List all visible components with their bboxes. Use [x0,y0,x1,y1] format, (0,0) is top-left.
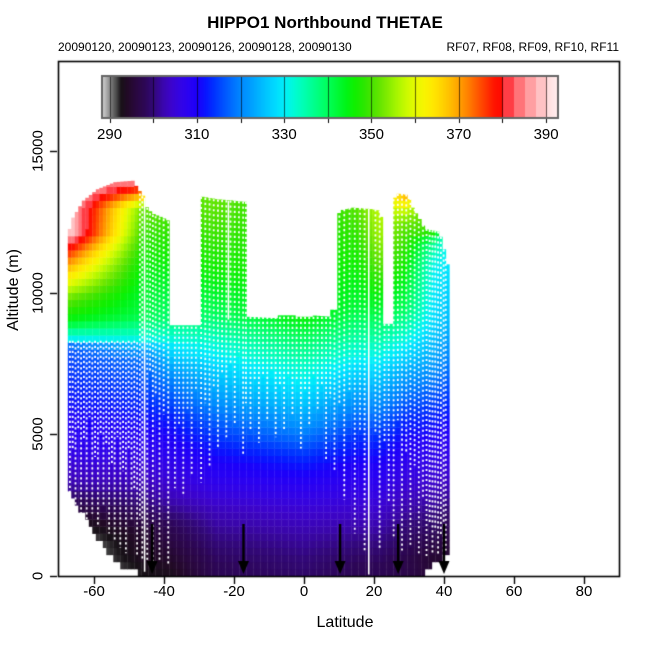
colorbar-tick-label: 370 [446,126,472,143]
y-tick-label: 5000 [29,417,47,452]
flight-dates-subtitle: 20090120, 20090123, 20090126, 20090128, … [58,40,352,54]
colorbar-tick-label: 290 [97,126,123,143]
x-tick-label: 20 [365,583,383,600]
x-tick-label: 80 [575,583,593,600]
colorbar-tick-label: 330 [271,126,297,143]
x-axis-title: Latitude [316,614,374,631]
x-tick-label: -40 [153,583,175,600]
x-tick-label: -60 [83,583,105,600]
flight-numbers-subtitle: RF07, RF08, RF09, RF10, RF11 [446,40,620,54]
y-tick-label: 10000 [29,271,47,314]
colorbar-tick-label: 390 [533,126,559,143]
x-tick-label: 0 [299,583,309,600]
y-tick-label: 0 [29,571,47,581]
x-tick-label: 60 [505,583,523,600]
colorbar-tick-label: 350 [358,126,384,143]
y-axis-title: Altitude (m) [5,249,22,331]
x-tick-label: -20 [223,583,245,600]
y-tick-label: 15000 [29,130,47,172]
page-title: HIPPO1 Northbound THETAE [207,13,443,32]
colorbar-tick-label: 310 [184,126,210,143]
x-tick-label: 40 [435,583,453,600]
